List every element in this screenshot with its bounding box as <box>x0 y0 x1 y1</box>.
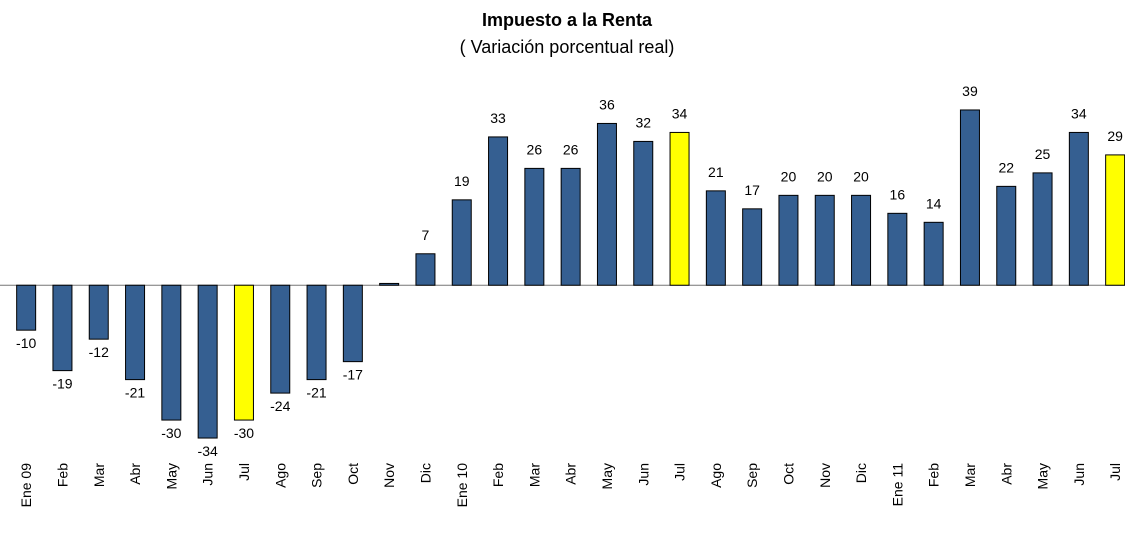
value-label: 34 <box>1071 105 1087 121</box>
bar <box>778 194 799 286</box>
bar <box>306 284 327 381</box>
bar <box>1105 154 1125 286</box>
value-label: 7 <box>422 227 430 243</box>
value-label: -10 <box>16 335 36 351</box>
value-label: 19 <box>454 173 470 189</box>
value-label: 22 <box>998 159 1014 175</box>
bar <box>270 284 291 394</box>
value-label: -24 <box>270 398 290 414</box>
x-tick-label: Mar <box>526 463 542 487</box>
bar <box>16 284 37 331</box>
value-label: -17 <box>343 367 363 383</box>
x-tick-label: Jul <box>672 463 688 481</box>
x-tick-label: Nov <box>381 463 397 488</box>
value-label: 39 <box>962 83 978 99</box>
value-label: 17 <box>744 182 760 198</box>
value-label: 16 <box>890 186 906 202</box>
bar <box>742 208 763 286</box>
chart-subtitle: ( Variación porcentual real) <box>460 37 675 57</box>
bar <box>125 284 146 381</box>
value-label: 21 <box>708 164 724 180</box>
value-label: 20 <box>817 168 833 184</box>
bar <box>52 284 73 372</box>
bar <box>379 282 400 286</box>
value-label: 36 <box>599 96 615 112</box>
value-label: -12 <box>89 344 109 360</box>
x-tick-label: Abr <box>998 463 1014 485</box>
x-tick-label: May <box>1035 463 1051 489</box>
x-tick-label: Ene 10 <box>454 463 470 508</box>
x-tick-label: Abr <box>563 463 579 485</box>
bar <box>996 185 1017 286</box>
bar <box>560 167 581 286</box>
x-tick-label: Jul <box>236 463 252 481</box>
bar <box>1068 131 1089 286</box>
x-tick-label: Dic <box>417 463 433 483</box>
bar <box>88 284 109 340</box>
value-label: -30 <box>161 425 181 441</box>
bar <box>669 131 690 286</box>
bar <box>342 284 363 363</box>
x-tick-label: Mar <box>962 463 978 487</box>
x-tick-label: Mar <box>91 463 107 487</box>
x-tick-label: Ago <box>272 463 288 488</box>
bar <box>959 109 980 286</box>
bar <box>233 284 254 421</box>
x-tick-label: Sep <box>744 463 760 488</box>
x-tick-label: Ene 09 <box>18 463 34 508</box>
bar <box>451 199 472 286</box>
bar <box>851 194 872 286</box>
x-tick-label: Abr <box>127 463 143 485</box>
bar <box>415 253 436 286</box>
bar <box>197 284 218 439</box>
x-tick-label: Oct <box>780 463 796 485</box>
x-tick-label: Jun <box>1071 463 1087 486</box>
x-tick-label: Feb <box>926 463 942 487</box>
value-label: -21 <box>125 385 145 401</box>
x-tick-label: Ago <box>708 463 724 488</box>
bar <box>633 140 654 286</box>
bar <box>887 212 908 286</box>
value-label: 26 <box>527 141 543 157</box>
value-label: -21 <box>306 385 326 401</box>
value-label: 34 <box>672 105 688 121</box>
bar <box>814 194 835 286</box>
value-label: 25 <box>1035 146 1051 162</box>
value-label: 32 <box>635 114 651 130</box>
value-label: 20 <box>853 168 869 184</box>
bar <box>923 221 944 286</box>
value-label: -34 <box>198 443 218 459</box>
value-label: 14 <box>926 195 942 211</box>
x-tick-label: Sep <box>309 463 325 488</box>
value-label: -30 <box>234 425 254 441</box>
value-label: 26 <box>563 141 579 157</box>
value-label: 20 <box>781 168 797 184</box>
x-tick-label: May <box>599 463 615 489</box>
value-label: 29 <box>1107 128 1123 144</box>
chart-title: Impuesto a la Renta <box>482 10 653 30</box>
bar <box>705 190 726 286</box>
value-label: -19 <box>52 376 72 392</box>
bar <box>488 136 509 286</box>
bar <box>161 284 182 421</box>
x-tick-label: Oct <box>345 463 361 485</box>
x-tick-label: Feb <box>490 463 506 487</box>
x-tick-label: Nov <box>817 463 833 488</box>
bar <box>1032 172 1053 286</box>
x-tick-label: Jun <box>200 463 216 486</box>
x-tick-label: Ene 11 <box>889 463 905 507</box>
value-label: 33 <box>490 110 506 126</box>
bar <box>524 167 545 286</box>
x-tick-label: Dic <box>853 463 869 483</box>
x-tick-label: Feb <box>54 463 70 487</box>
x-tick-label: Jul <box>1107 463 1123 481</box>
x-tick-label: May <box>163 463 179 489</box>
x-tick-label: Jun <box>635 463 651 486</box>
bar <box>596 122 617 286</box>
